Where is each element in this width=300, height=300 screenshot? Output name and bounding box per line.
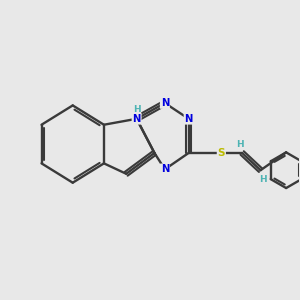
Text: N: N — [184, 114, 193, 124]
Text: H: H — [259, 175, 267, 184]
Text: H: H — [133, 105, 140, 114]
Text: N: N — [161, 164, 169, 174]
Text: N: N — [132, 114, 141, 124]
Text: H: H — [236, 140, 244, 148]
Text: N: N — [161, 98, 169, 108]
Text: S: S — [218, 148, 225, 158]
